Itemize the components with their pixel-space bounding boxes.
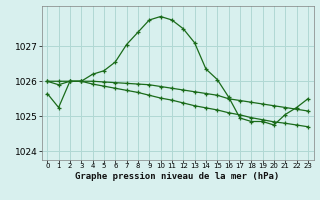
- X-axis label: Graphe pression niveau de la mer (hPa): Graphe pression niveau de la mer (hPa): [76, 172, 280, 181]
